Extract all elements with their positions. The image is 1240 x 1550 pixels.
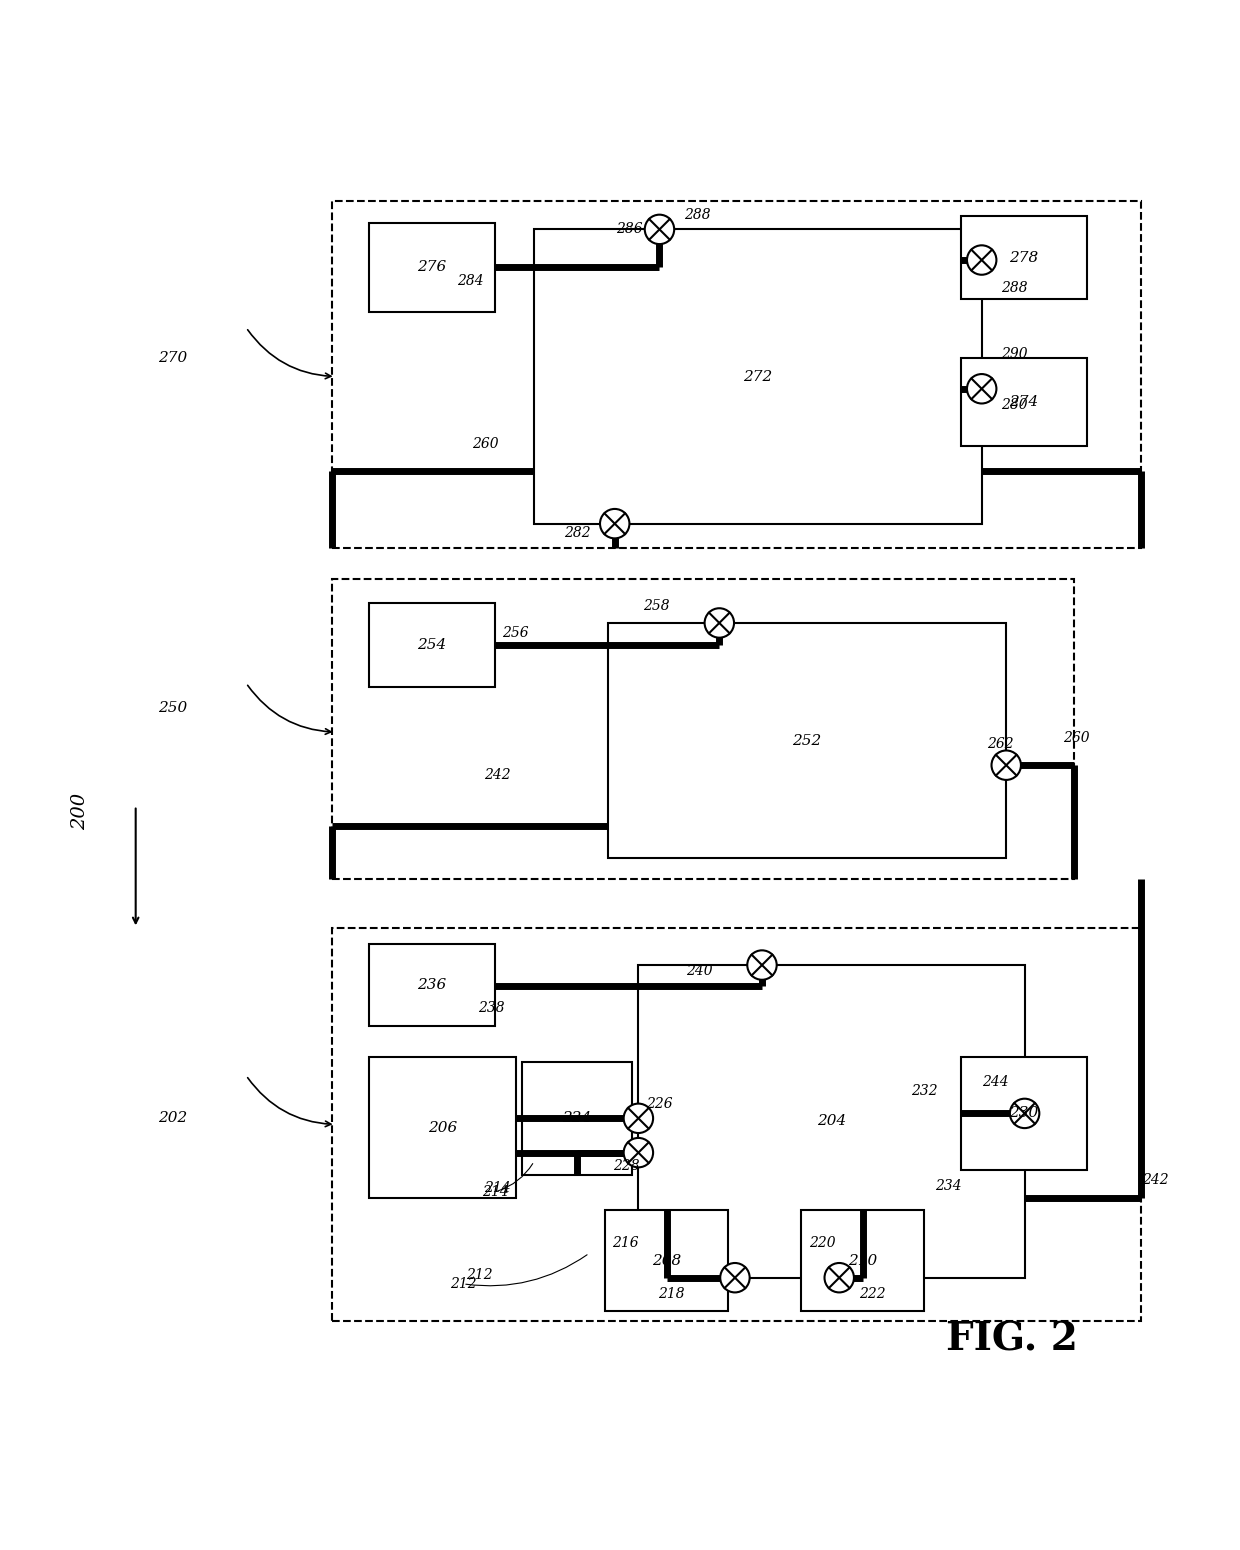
- Text: 284: 284: [458, 274, 484, 288]
- Text: 290: 290: [1002, 347, 1028, 361]
- Circle shape: [720, 1263, 750, 1293]
- Text: 256: 256: [502, 626, 529, 640]
- Text: 210: 210: [848, 1254, 878, 1268]
- Circle shape: [992, 750, 1021, 780]
- Text: 252: 252: [792, 733, 822, 747]
- Text: 220: 220: [808, 1237, 836, 1251]
- Text: 260: 260: [471, 437, 498, 451]
- Text: 204: 204: [817, 1114, 846, 1128]
- Circle shape: [704, 608, 734, 637]
- Text: 278: 278: [1009, 251, 1039, 265]
- FancyBboxPatch shape: [639, 966, 1024, 1277]
- Text: 282: 282: [564, 527, 590, 541]
- Text: 276: 276: [417, 260, 446, 274]
- Text: 208: 208: [652, 1254, 681, 1268]
- Circle shape: [825, 1263, 854, 1293]
- FancyBboxPatch shape: [608, 623, 1006, 859]
- Text: 274: 274: [1009, 395, 1039, 409]
- Text: 224: 224: [563, 1111, 591, 1125]
- FancyBboxPatch shape: [534, 229, 982, 524]
- Text: 238: 238: [477, 1001, 505, 1015]
- Text: 240: 240: [687, 964, 713, 978]
- Text: 232: 232: [910, 1085, 937, 1099]
- Text: 230: 230: [1009, 1107, 1039, 1121]
- Text: 288: 288: [1002, 281, 1028, 294]
- Circle shape: [624, 1138, 653, 1167]
- Text: 206: 206: [428, 1121, 456, 1135]
- Circle shape: [645, 214, 675, 243]
- Text: 218: 218: [658, 1286, 684, 1300]
- FancyBboxPatch shape: [368, 944, 495, 1026]
- Text: 236: 236: [417, 978, 446, 992]
- Circle shape: [1009, 1099, 1039, 1128]
- Text: 242: 242: [484, 767, 511, 783]
- Text: 250: 250: [157, 701, 187, 715]
- Text: 212: 212: [450, 1277, 476, 1291]
- Text: 254: 254: [417, 639, 446, 653]
- Circle shape: [967, 245, 997, 274]
- Text: 216: 216: [611, 1237, 639, 1251]
- FancyBboxPatch shape: [368, 603, 495, 687]
- Circle shape: [967, 374, 997, 403]
- FancyBboxPatch shape: [368, 1057, 516, 1198]
- FancyBboxPatch shape: [801, 1211, 924, 1311]
- Text: 288: 288: [684, 208, 711, 222]
- Text: FIG. 2: FIG. 2: [946, 1321, 1079, 1358]
- Text: 226: 226: [646, 1096, 672, 1111]
- FancyBboxPatch shape: [961, 358, 1087, 446]
- Circle shape: [624, 1104, 653, 1133]
- FancyBboxPatch shape: [368, 223, 495, 312]
- Text: 202: 202: [157, 1111, 187, 1125]
- FancyBboxPatch shape: [961, 215, 1087, 299]
- Text: 270: 270: [157, 352, 187, 366]
- Text: 214: 214: [481, 1184, 508, 1198]
- Text: 242: 242: [1142, 1173, 1169, 1187]
- Text: 272: 272: [743, 369, 773, 383]
- Circle shape: [600, 508, 630, 538]
- Text: 280: 280: [1002, 398, 1028, 412]
- Text: 212: 212: [466, 1268, 492, 1282]
- Text: 228: 228: [613, 1159, 640, 1173]
- FancyBboxPatch shape: [605, 1211, 728, 1311]
- Text: 244: 244: [982, 1074, 1008, 1088]
- Text: 260: 260: [1063, 732, 1090, 746]
- Text: 234: 234: [935, 1178, 962, 1194]
- Circle shape: [748, 950, 776, 980]
- FancyBboxPatch shape: [522, 1062, 632, 1175]
- Text: 222: 222: [859, 1286, 885, 1300]
- Text: 258: 258: [644, 598, 670, 612]
- Text: 262: 262: [987, 738, 1013, 752]
- Text: 286: 286: [616, 222, 644, 237]
- Text: 214: 214: [484, 1181, 511, 1195]
- Text: 200: 200: [72, 794, 89, 831]
- FancyBboxPatch shape: [961, 1057, 1087, 1170]
